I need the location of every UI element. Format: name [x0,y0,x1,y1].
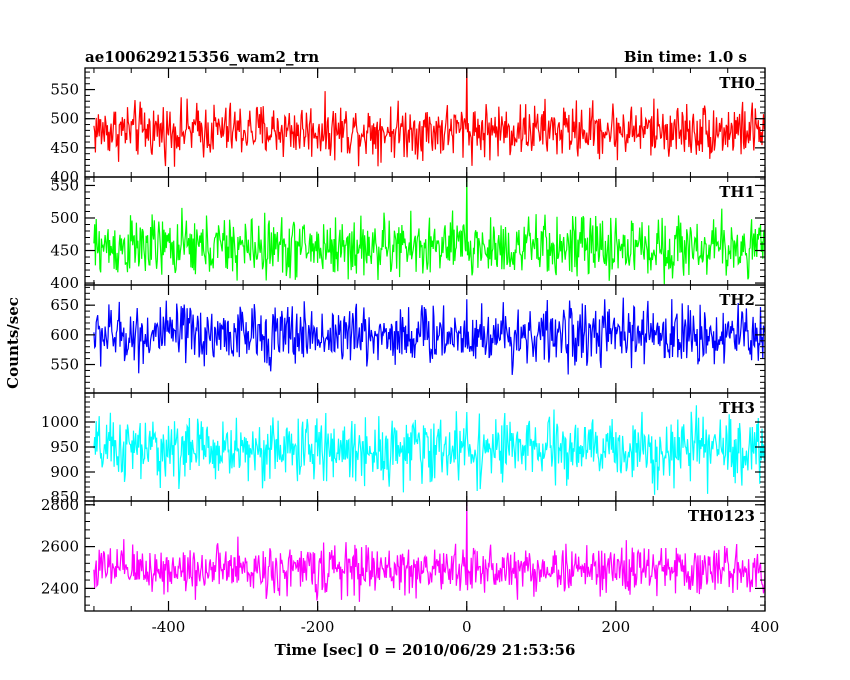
y-tick-label: 650 [50,296,79,314]
y-tick-label: 2400 [41,579,79,597]
x-tick-label: -200 [301,618,335,636]
series-line-th0 [93,68,765,167]
y-tick-label: 600 [50,326,79,344]
panel-label-th0123: TH0123 [688,507,755,525]
x-tick-label: -400 [152,618,186,636]
series-line-th1 [93,177,765,285]
panels-group: 400 450 500 550 TH0 400 450 500 550 TH1 550 600 650 T… [41,67,780,636]
panel-label-th1: TH1 [719,183,755,201]
y-tick-label: 450 [50,139,79,157]
series-line-th0123 [93,501,765,602]
y-tick-label: 500 [50,110,79,128]
y-tick-label: 400 [50,168,79,186]
y-tick-label: 550 [50,356,79,374]
bin-time-label: Bin time: 1.0 s [624,48,747,66]
panel-label-th3: TH3 [719,399,755,417]
x-tick-label: 400 [751,618,780,636]
y-tick-label: 450 [50,242,79,260]
panel-th0: 400 450 500 550 TH0 [50,67,766,186]
panel-th1: 400 450 500 550 TH1 [50,176,766,292]
panel-frame [84,500,766,612]
series-line-th3 [93,405,765,495]
x-tick-label: 200 [602,618,631,636]
panel-th0123: 2400 2600 2800 TH0123 [41,496,766,612]
panel-label-th2: TH2 [719,291,755,309]
y-tick-label: 2600 [41,538,79,556]
y-tick-label: 400 [50,274,79,292]
y-tick-label: 1000 [41,413,79,431]
y-tick-label: 550 [50,81,79,99]
panel-th3: 850 900 950 1000 TH3 [41,392,766,506]
y-tick-label: 900 [50,463,79,481]
x-tick-label: 0 [462,618,472,636]
y-tick-label: 2800 [41,496,79,514]
y-tick-label: 500 [50,209,79,227]
series-line-th2 [93,297,765,375]
panel-label-th0: TH0 [719,74,755,92]
panel-th2: 550 600 650 TH2 [50,284,766,394]
y-axis-label: Counts/sec [4,297,22,389]
x-axis-label: Time [sec] 0 = 2010/06/29 21:53:56 [275,641,576,659]
y-tick-label: 850 [50,488,79,506]
chart-title: ae100629215356_wam2_trn [85,48,319,66]
y-tick-label: 950 [50,438,79,456]
y-tick-label: 550 [50,176,79,194]
